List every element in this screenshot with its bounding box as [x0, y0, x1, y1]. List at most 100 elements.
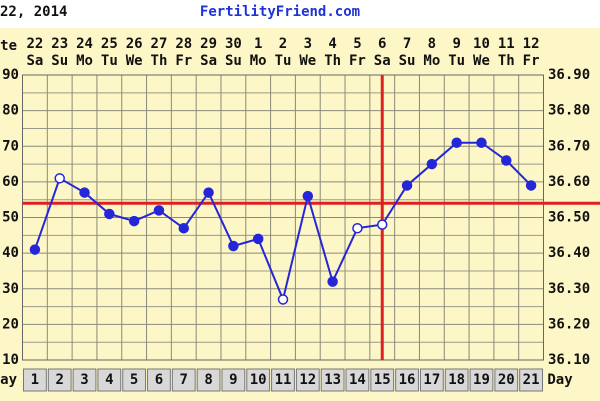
y-tick-label-right: 36.10: [548, 352, 590, 368]
day-label: 8: [204, 372, 212, 388]
weekday-label: Th: [324, 53, 341, 69]
weekday-label: Fr: [523, 53, 540, 69]
point: [525, 180, 537, 191]
day-cell: [97, 368, 122, 392]
day-label: 9: [229, 372, 237, 388]
date-label: 30: [225, 36, 242, 52]
date-label: 6: [378, 36, 386, 52]
weekday-label: Mo: [423, 53, 440, 69]
point: [426, 158, 438, 170]
weekday-label: Su: [399, 53, 416, 69]
point-hollow: [54, 173, 65, 184]
day-cell: [320, 368, 345, 392]
date-label: 29: [200, 36, 217, 52]
day-cell: [23, 368, 47, 392]
day-cell: [122, 368, 147, 392]
day-cell: [72, 368, 97, 392]
y-tick-label-right: 36.50: [548, 210, 590, 226]
y-tick-label-left: 36.70: [0, 138, 19, 154]
point: [79, 187, 90, 198]
weekday-label: Fr: [349, 53, 366, 69]
day-label: 16: [399, 372, 416, 388]
point: [178, 222, 190, 234]
point: [451, 137, 462, 148]
day-label: 17: [423, 372, 440, 388]
day-label: 19: [473, 372, 490, 388]
date-row-label: te: [0, 38, 17, 54]
day-row-label: ay: [0, 372, 17, 388]
y-tick-label-left: 36.90: [0, 67, 19, 83]
date-label: 5: [353, 36, 361, 52]
date-label: 3: [304, 36, 312, 52]
day-label: 7: [180, 372, 188, 388]
y-tick-label-right: 36.30: [548, 281, 590, 297]
weekday-label: We: [473, 53, 490, 69]
day-axis-label: Day: [547, 372, 573, 388]
date-label: 10: [473, 36, 490, 52]
y-tick-label-left: 36.30: [0, 281, 19, 297]
day-cell: [519, 368, 544, 392]
weekday-label: Tu: [448, 53, 465, 69]
day-cell: [295, 368, 320, 392]
weekday-label: Tu: [101, 53, 118, 69]
weekday-label: Th: [498, 53, 515, 69]
y-tick-label-left: 36.80: [0, 103, 19, 119]
weekday-label: Sa: [374, 53, 391, 69]
day-label: 20: [498, 372, 515, 388]
weekday-label: Th: [151, 53, 168, 69]
point: [128, 215, 140, 227]
y-tick-label-right: 36.20: [548, 316, 590, 332]
y-tick-label-left: 36.10: [0, 352, 19, 368]
point: [252, 233, 264, 245]
date-label: 4: [328, 36, 336, 52]
date-label: 2: [279, 36, 287, 52]
point-hollow: [277, 294, 289, 305]
day-cell: [419, 368, 444, 392]
day-cell: [370, 368, 395, 392]
date-label: 23: [51, 36, 68, 52]
weekday-label: Sa: [26, 53, 43, 69]
y-tick-label-left: 36.40: [0, 245, 19, 261]
day-cell: [494, 368, 519, 392]
weekday-label: Tu: [275, 53, 292, 69]
day-cell: [345, 368, 370, 392]
date-label: 27: [151, 36, 168, 52]
day-label: 6: [155, 372, 163, 388]
point: [203, 187, 214, 198]
day-cell: [444, 368, 469, 392]
point-hollow: [352, 222, 363, 234]
date-label: 7: [403, 36, 411, 52]
day-label: 1: [31, 372, 39, 388]
day-cell: [196, 368, 221, 392]
point: [228, 240, 239, 252]
day-cell: [395, 368, 419, 392]
date-label: 9: [452, 36, 460, 52]
weekday-label: We: [299, 53, 316, 69]
date-label: 12: [523, 36, 540, 52]
point: [401, 180, 413, 191]
y-tick-label-left: 36.50: [0, 210, 19, 226]
day-label: 18: [448, 372, 465, 388]
point: [501, 155, 512, 166]
day-label: 11: [275, 372, 292, 388]
y-tick-label-right: 36.60: [548, 174, 590, 190]
day-cell: [147, 368, 171, 392]
day-label: 21: [523, 372, 540, 388]
day-cell: [171, 368, 196, 392]
weekday-label: Fr: [175, 53, 192, 69]
day-cell: [47, 368, 72, 392]
day-label: 2: [55, 372, 63, 388]
day-label: 4: [105, 372, 113, 388]
point: [104, 208, 115, 220]
date-label: 8: [428, 36, 436, 52]
point-hollow: [376, 219, 388, 230]
weekday-label: Su: [51, 53, 68, 69]
date-label: 25: [101, 36, 118, 52]
y-tick-label-right: 36.90: [548, 67, 590, 83]
day-cell: [221, 368, 246, 392]
site-name[interactable]: FertilityFriend.com: [200, 4, 360, 20]
day-label: 5: [130, 372, 138, 388]
day-cell: [246, 368, 271, 392]
